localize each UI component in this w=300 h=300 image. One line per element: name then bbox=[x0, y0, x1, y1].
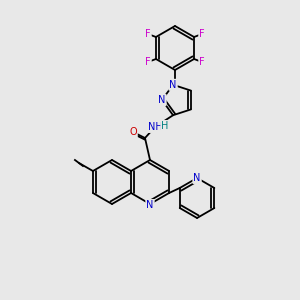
Text: NH: NH bbox=[148, 122, 162, 132]
Text: F: F bbox=[199, 29, 205, 39]
Text: F: F bbox=[145, 57, 151, 67]
Text: N: N bbox=[146, 200, 154, 210]
Text: O: O bbox=[129, 127, 137, 137]
Text: N: N bbox=[158, 95, 166, 105]
Text: N: N bbox=[194, 173, 201, 183]
Text: N: N bbox=[169, 80, 177, 90]
Text: H: H bbox=[161, 121, 169, 131]
Text: F: F bbox=[145, 29, 151, 39]
Text: F: F bbox=[199, 57, 205, 67]
